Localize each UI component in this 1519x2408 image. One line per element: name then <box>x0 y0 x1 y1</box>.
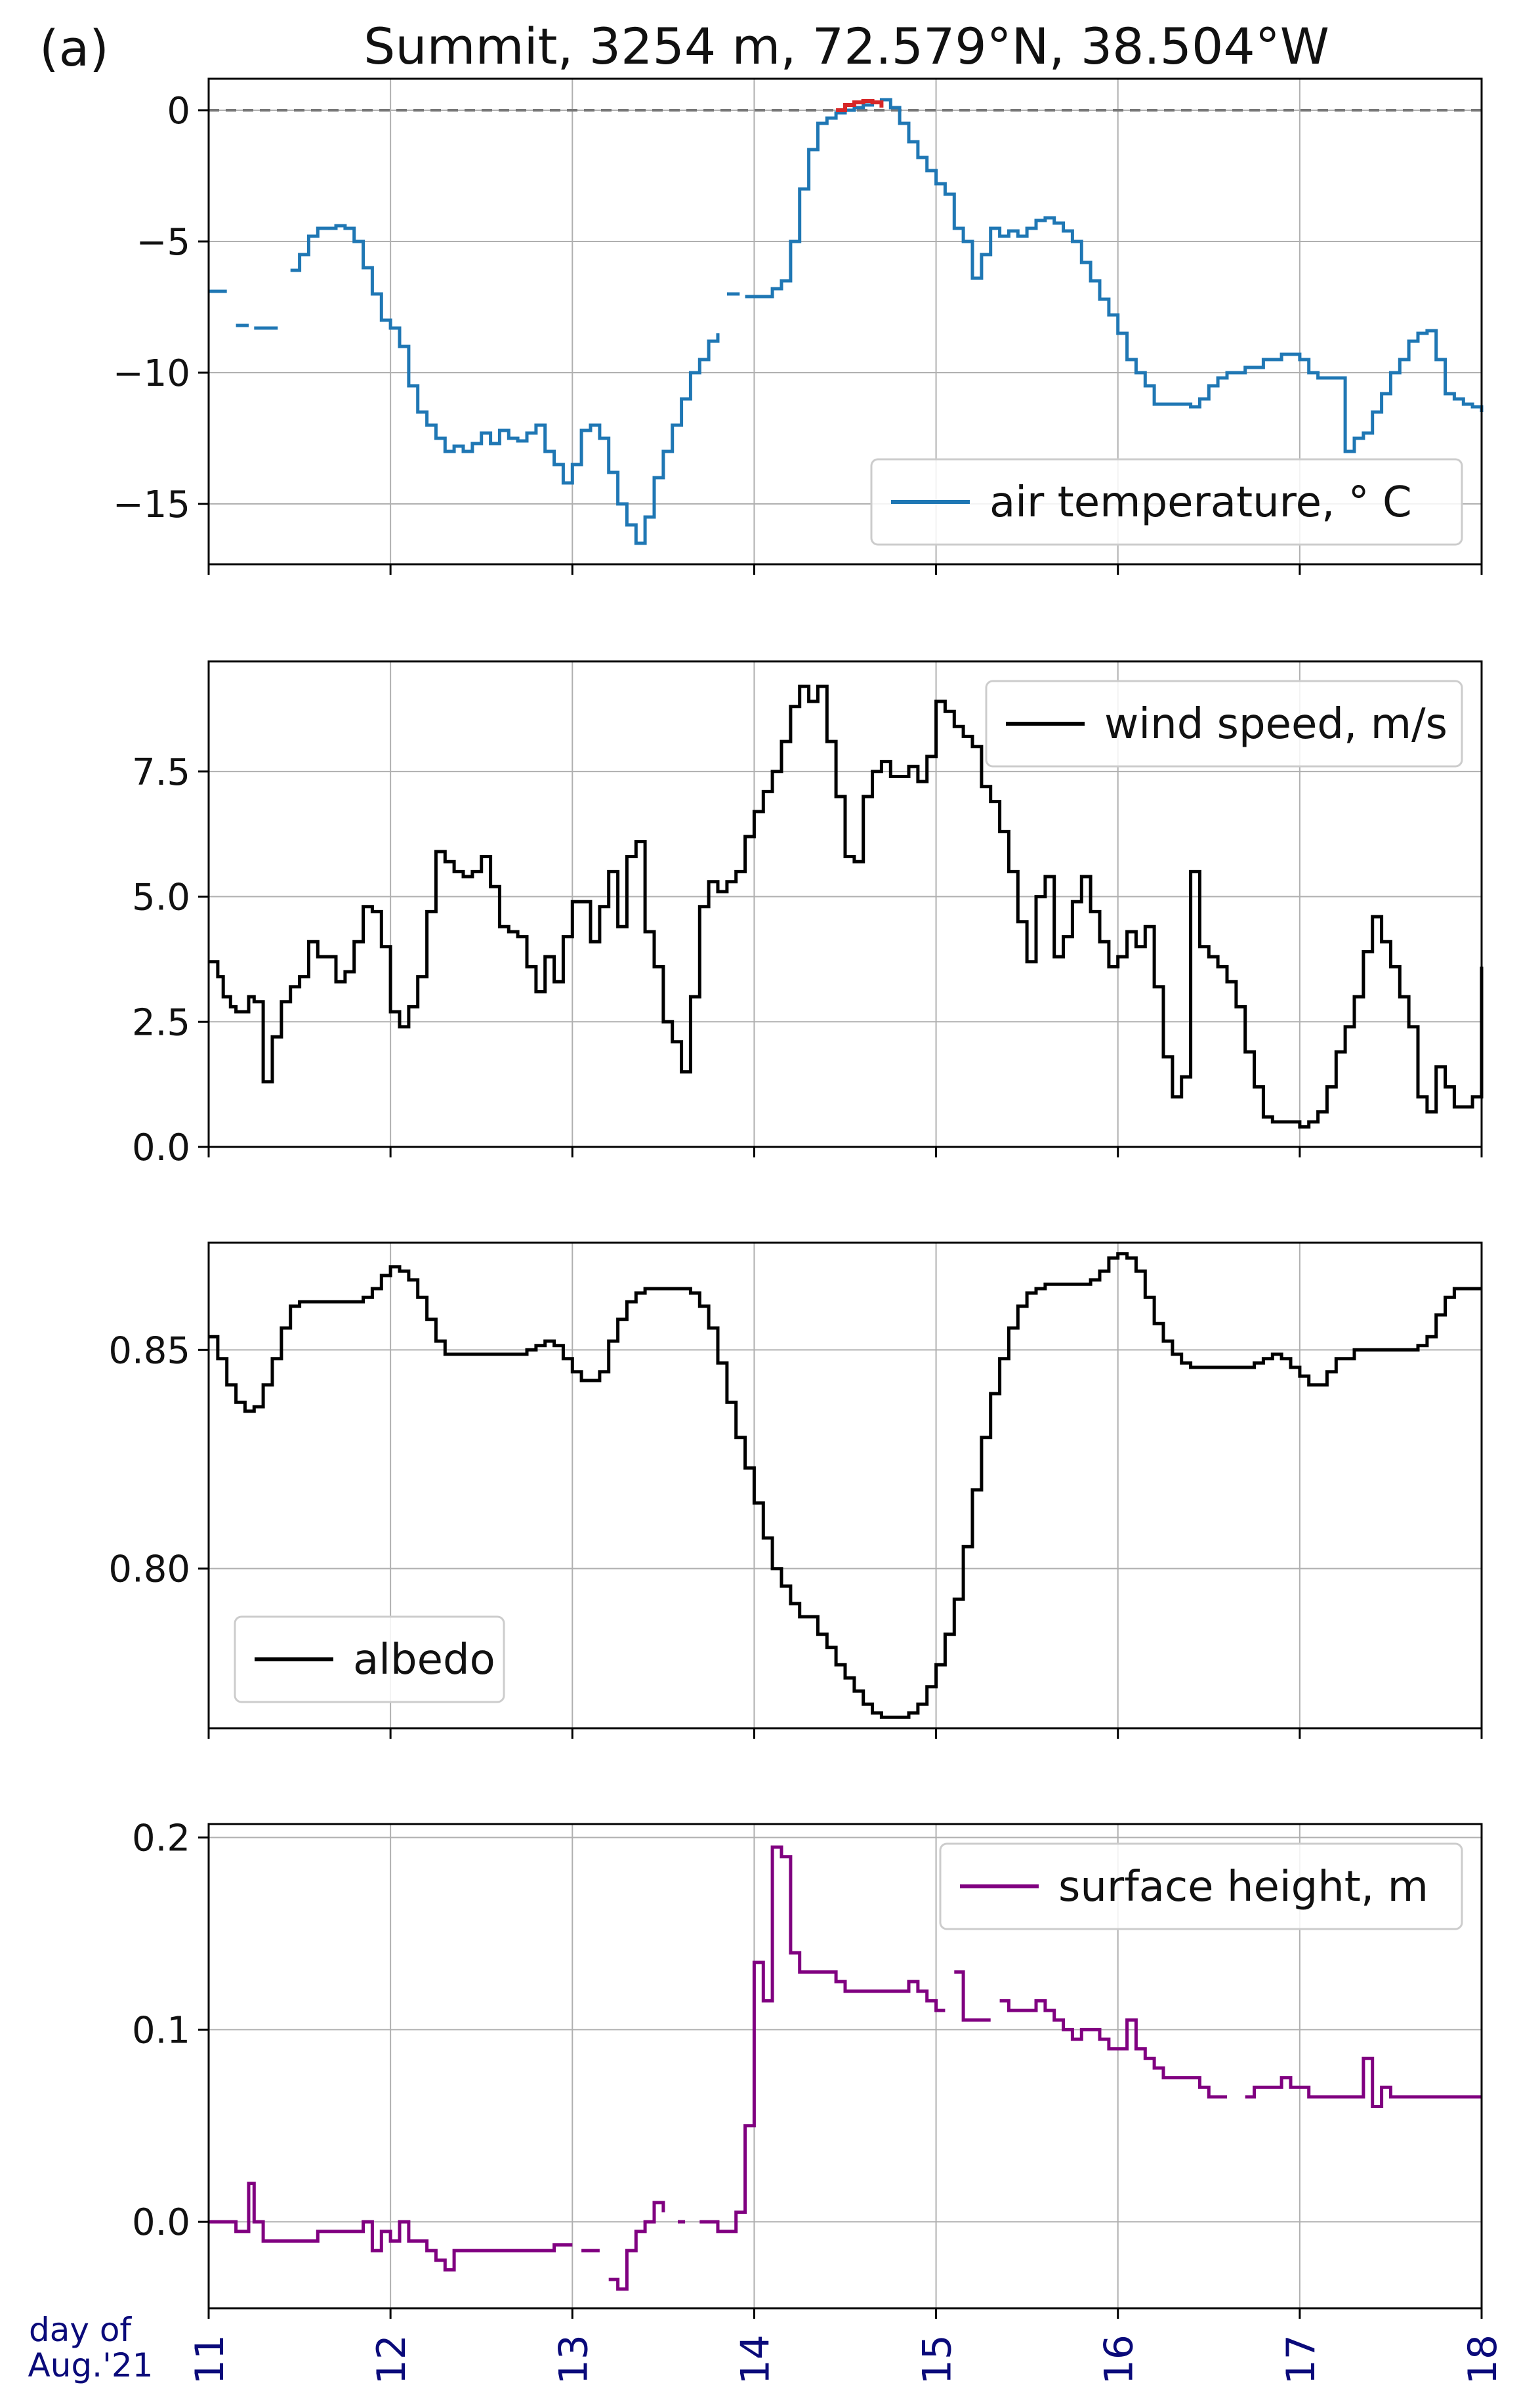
y-tick-label: 7.5 <box>132 751 190 794</box>
legend: wind speed, m/s <box>985 680 1463 768</box>
x-tick-label: 13 <box>551 2335 596 2384</box>
legend-label: surface height, m <box>1058 1863 1428 1911</box>
series-line-segment <box>209 2182 573 2272</box>
series-line-segment <box>999 1999 1227 2099</box>
x-tick-label: 16 <box>1096 2335 1142 2384</box>
wind-panel: 0.0 2.5 5.0 7.5 wind speed, m/s <box>132 660 1484 1169</box>
y-tick-label: 5.0 <box>132 877 190 919</box>
figure-title: Summit, 3254 m, 72.579°N, 38.504°W <box>364 17 1329 75</box>
above-freezing-highlight <box>836 99 884 112</box>
panels: 0 −5 −10 −15 air temperature, ° C 0.0 2.5 5.0 7.… <box>108 77 1484 2319</box>
x-tick-label: 17 <box>1278 2335 1324 2384</box>
legend-box <box>985 680 1463 768</box>
x-axis-label-line1: day of <box>29 2311 132 2349</box>
x-tick-label: 14 <box>732 2335 778 2384</box>
temperature-panel: 0 −5 −10 −15 air temperature, ° C <box>113 77 1484 575</box>
series-line-segment <box>699 1845 946 2233</box>
axes-frame <box>207 660 1483 1148</box>
legend: air temperature, ° C <box>870 458 1463 546</box>
axes-frame <box>207 77 1483 566</box>
albedo-panel: 0.85 0.80 albedo <box>108 1241 1483 1739</box>
series-line-segment <box>209 684 1484 1129</box>
series-line-segment <box>608 2201 665 2291</box>
legend-label: albedo <box>353 1636 495 1684</box>
x-axis-label-line2: Aug.'21 <box>28 2346 154 2384</box>
x-tick-label: 15 <box>915 2335 961 2384</box>
series-line-segment <box>745 98 1484 453</box>
panel-label: (a) <box>39 19 109 77</box>
series-line-segment <box>209 1252 1482 1719</box>
x-tick-label: 18 <box>1460 2335 1506 2384</box>
y-tick-label: −5 <box>136 221 190 264</box>
axes-frame <box>207 1823 1483 2310</box>
series-line-segment <box>1245 2056 1482 2108</box>
y-tick-label: 0.0 <box>132 1127 190 1169</box>
y-tick-label: −15 <box>113 484 190 526</box>
series-line-segment <box>954 1970 991 2022</box>
legend-box <box>870 458 1463 546</box>
y-tick-label: 0.1 <box>132 2009 190 2052</box>
legend: albedo <box>234 1615 505 1703</box>
surface-height-panel: 0.2 0.1 0.0 surface height, m <box>132 1817 1483 2319</box>
y-tick-label: −10 <box>113 352 190 395</box>
legend-label: air temperature, ° C <box>989 478 1412 527</box>
x-tick-label: 11 <box>187 2335 233 2384</box>
y-tick-label: 2.5 <box>132 1001 190 1044</box>
y-tick-label: 0.80 <box>108 1548 190 1591</box>
y-tick-label: 0.0 <box>132 2201 190 2244</box>
legend-box <box>234 1615 505 1703</box>
legend: surface height, m <box>939 1842 1463 1930</box>
y-tick-label: 0.85 <box>108 1329 190 1372</box>
series-line-segment <box>290 224 720 545</box>
legend-box <box>939 1842 1463 1930</box>
axes-frame <box>207 1241 1483 1730</box>
legend-label: wind speed, m/s <box>1104 700 1447 749</box>
x-tick-label: 12 <box>369 2335 415 2384</box>
x-axis: 11 12 13 14 15 16 17 18 <box>187 2335 1506 2384</box>
y-tick-label: 0.2 <box>132 1817 190 1860</box>
y-tick-label: 0 <box>167 90 190 133</box>
